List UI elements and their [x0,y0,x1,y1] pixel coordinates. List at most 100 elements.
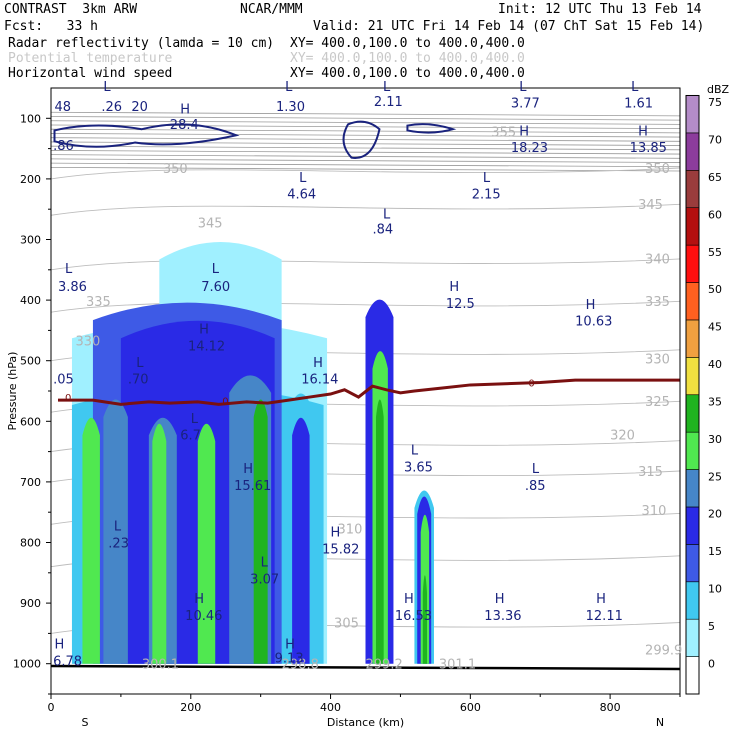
colorbar: dBZ 0 5 10 15 20 25 30 35 40 45 50 55 60 65 70 75 [685,83,730,695]
wind-speed-label: .85 [525,479,546,494]
theta-label: 315 [638,465,663,480]
wind-speed-label: H [331,525,341,540]
wind-speed-label: 10.46 [185,609,222,624]
reflectivity-column [103,399,128,664]
wind-speed-label: 4.64 [287,187,316,202]
theta-contour [51,203,680,216]
init-time: Init: 12 UTC Thu 13 Feb 14 [498,2,702,17]
colorbar-swatch [685,544,700,583]
theta-surface-label: 299.2 [366,658,403,673]
wind-speed-label: 7.60 [201,280,230,295]
freezing-level-label: 0 [65,393,71,404]
wind-speed-label: H [586,298,596,313]
colorbar-swatch [685,319,700,358]
theta-contour-upper [51,141,680,146]
wind-speed-label: L [411,444,419,459]
colorbar-level-label: 20 [708,508,722,521]
colorbar-level-label: 75 [708,96,722,109]
colorbar-level-label: 50 [708,283,722,296]
wind-speed-label: L [212,262,220,277]
x-tick-label: 200 [180,701,201,714]
wind-speed-label: 6.7 [180,428,201,443]
wind-speed-label: 15.82 [322,542,359,557]
wind-contour-jet [53,123,240,148]
theta-label: 299.9 [645,644,682,659]
y-tick-label: 100 [20,112,41,125]
colorbar-swatch [685,282,700,321]
colorbar-swatch [685,469,700,508]
colorbar-unit: dBZ [707,83,730,96]
colorbar-level-label: 30 [708,433,722,446]
wind-speed-label: H [313,356,323,371]
colorbar-swatch [685,132,700,171]
wind-speed-label: 10.63 [575,315,612,330]
theta-label: 335 [645,295,670,310]
reflectivity-column [292,417,310,664]
theta-contour [51,167,680,180]
x-axis-label: Distance (km) [327,716,404,729]
colorbar-swatch [685,431,700,470]
colorbar-swatch [685,207,700,246]
wind-speed-label: 13.36 [484,609,521,624]
wind-speed-label: 16.53 [395,609,432,624]
wind-speed-label: 2.11 [374,95,403,110]
wind-speed-label: L [383,80,391,95]
freezing-level-line [57,378,680,406]
wind-speed-label: 3.07 [250,573,279,588]
colorbar-level-label: 45 [708,321,722,334]
wind-speed-label: 2.15 [472,187,501,202]
freezing-level-label: 0 [528,379,534,390]
theta-contour-upper [51,145,680,151]
y-tick-label: 400 [20,294,41,307]
reflectivity-column [253,399,268,664]
wind-speed-label: L [103,80,111,95]
theta-contour-upper [51,116,680,121]
y-tick-label: 300 [20,234,41,247]
wind-speed-label: L [532,462,540,477]
colorbar-level-label: 60 [708,208,722,221]
wind-speed-label: H [638,124,648,139]
wind-speed-label: H [199,322,209,337]
wind-speed-label: L [631,80,639,95]
org-name: NCAR/MMM [240,2,303,17]
wind-speed-label: .70 [128,373,149,388]
y-axis-label: Pressure (hPa) [6,352,19,431]
chart-labels: 355 350 350 345 345 340 335 335 330 330 325 320 315 3… [53,80,682,673]
y-tick-label: 600 [20,415,41,428]
theta-contour-upper [51,150,680,155]
wind-speed-label: H [495,592,505,607]
forecast-hour: Fcst: 33 h [4,19,98,34]
wind-speed-label: 28.4 [170,118,199,133]
theta-label: 335 [86,295,111,310]
x-end-label-north: N [656,716,664,729]
field-name-reflectivity: Radar reflectivity (lamda = 10 cm) [8,36,275,51]
wind-contour-jet [342,120,381,159]
y-tick-label: 700 [20,476,41,489]
wind-speed-label: H [404,592,414,607]
theta-contour-upper [51,162,680,168]
theta-label: 350 [645,162,670,177]
wind-speed-label: H [596,592,606,607]
colorbar-swatch [685,506,700,545]
wind-speed-label: 3.65 [404,461,433,476]
colorbar-swatch [685,169,700,209]
wind-speed-label: 48 [54,100,71,115]
reflectivity-shading [71,242,434,664]
wind-speed-label: H [243,462,253,477]
wind-speed-label: L [261,556,269,571]
wind-contour-jet [406,123,457,134]
reflectivity-column [152,423,167,664]
x-tick-label: 800 [600,701,621,714]
wind-speed-label: 1.30 [276,100,305,115]
theta-label: 325 [645,395,670,410]
y-tick-label: 800 [20,537,41,550]
reflectivity-column [375,399,384,664]
colorbar-level-label: 15 [708,545,722,558]
colorbar-swatch [685,357,700,396]
wind-speed-label: 15.61 [234,479,271,494]
theta-surface-label: 300.1 [142,658,179,673]
theta-label: 310 [338,522,363,537]
wind-speed-label: L [483,171,491,186]
wind-speed-label: L [65,262,73,277]
colorbar-swatch [685,656,700,695]
